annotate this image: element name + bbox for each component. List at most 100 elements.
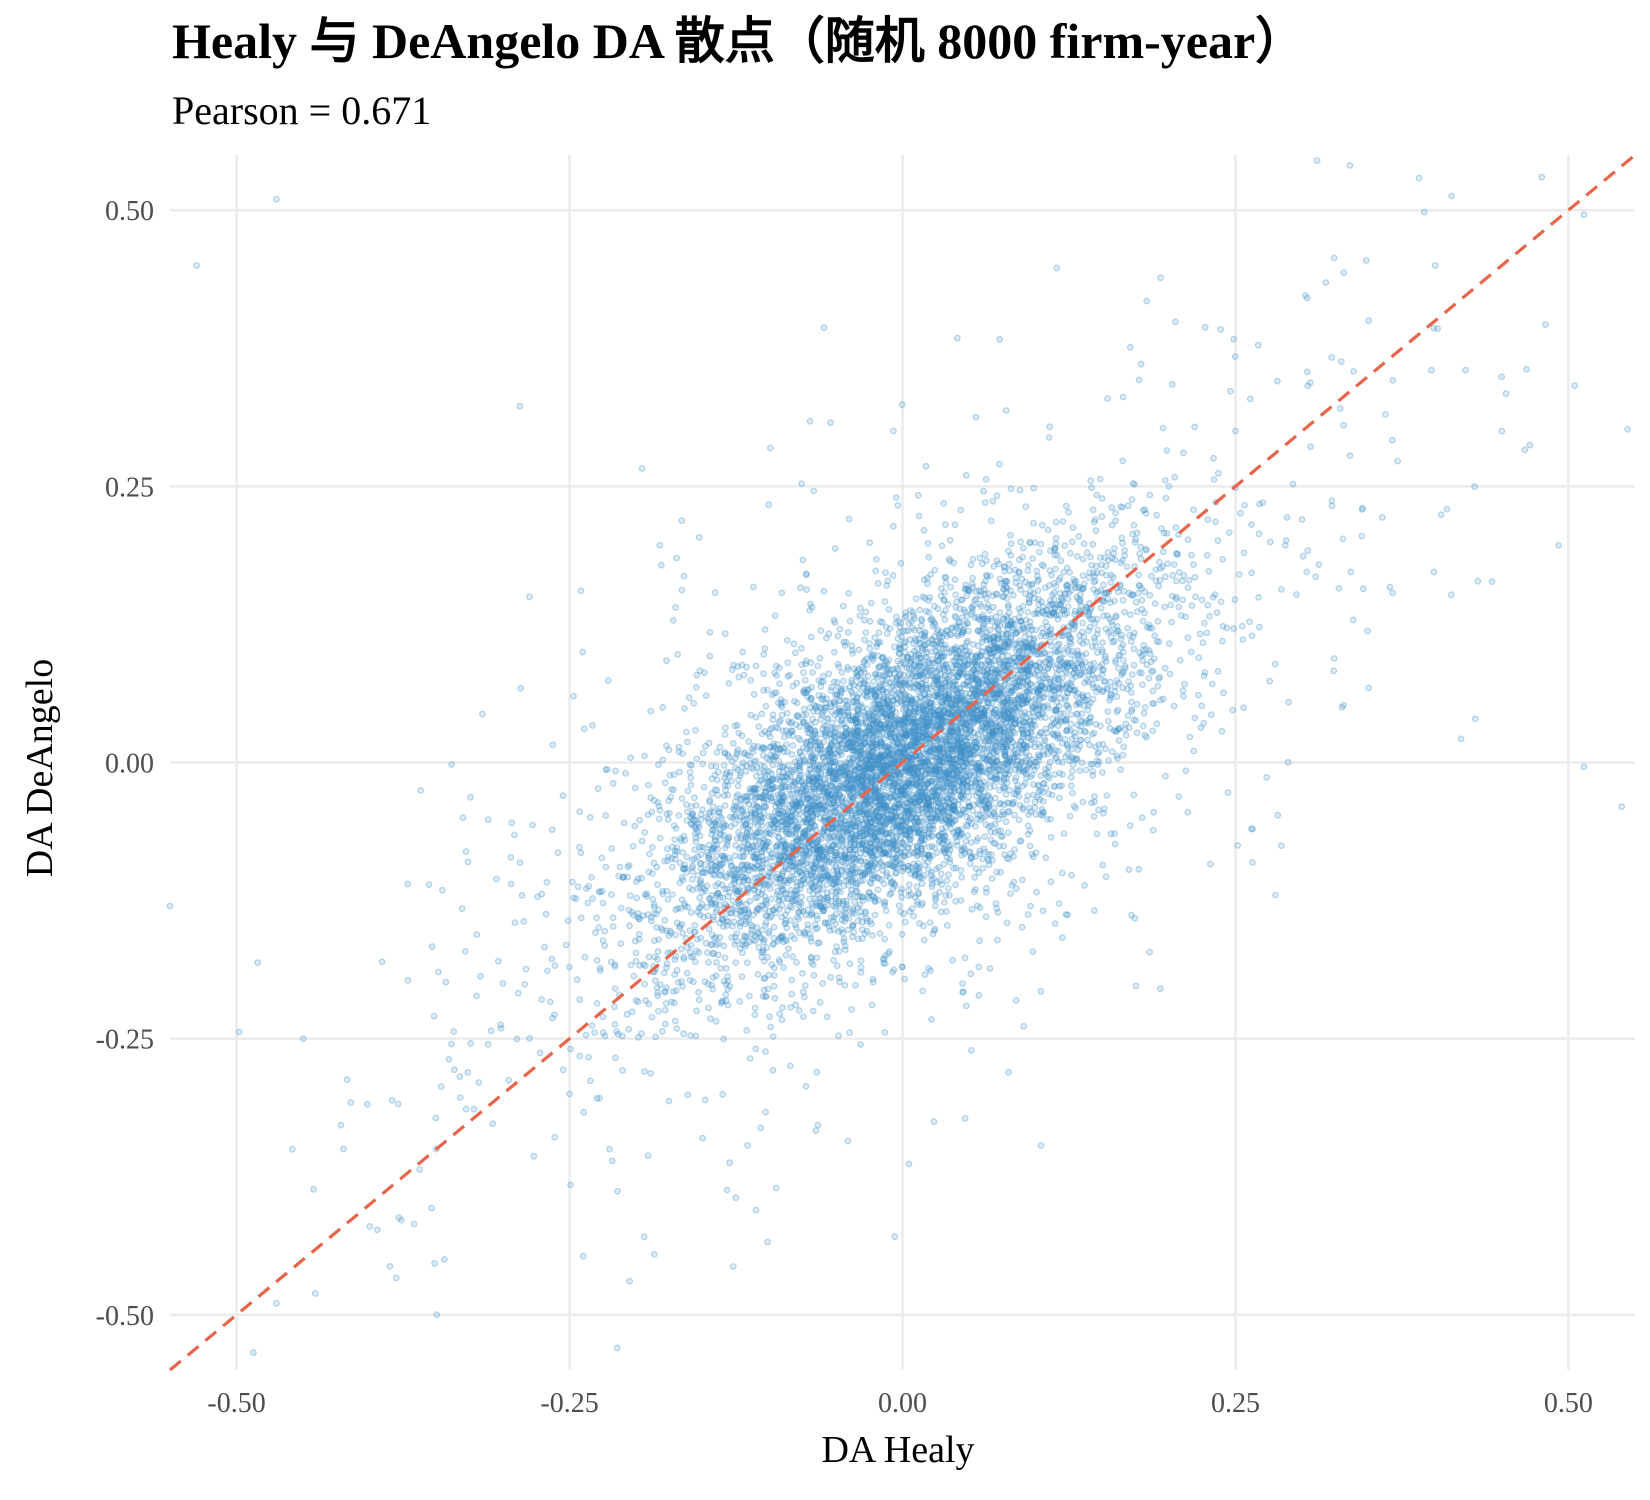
scatter-point [644,1152,652,1159]
scatter-point [972,792,980,800]
scatter-point [599,1013,607,1021]
scatter-point [1047,642,1055,650]
scatter-point [851,736,859,744]
scatter-point [684,787,692,795]
scatter-point [879,767,887,774]
scatter-point [820,587,828,595]
scatter-point [1138,596,1146,604]
scatter-point [732,959,740,966]
scatter-point [805,724,812,731]
scatter-point [656,981,664,989]
scatter-point [885,921,893,929]
scatter-point [997,799,1004,807]
scatter-point [1194,691,1202,699]
scatter-point [1538,173,1546,181]
scatter-point [1254,341,1262,349]
scatter-point [746,992,753,1000]
scatter-point [1079,585,1087,593]
scatter-point [1056,574,1064,582]
scatter-point [874,580,882,587]
scatter-point [711,826,719,834]
scatter-point [1498,427,1506,435]
scatter-point [673,554,680,562]
scatter-point [808,778,816,785]
scatter-point [678,896,686,904]
scatter-point [1219,689,1227,697]
scatter-point [721,731,729,738]
scatter-point [508,819,516,827]
scatter-point [1448,192,1455,200]
scatter-point [758,864,765,872]
scatter-point [766,1013,773,1021]
scatter-point [842,730,850,737]
scatter-point [969,787,976,795]
scatter-point [932,797,940,805]
scatter-point [925,608,933,616]
scatter-point [857,963,865,971]
scatter-point [812,718,819,726]
scatter-point [1081,658,1089,666]
scatter-point [612,1054,619,1062]
scatter-point [873,556,880,563]
scatter-point [1173,577,1180,585]
scatter-point [770,923,778,931]
scatter-point [665,746,673,754]
scatter-point [847,777,854,784]
scatter-point [713,749,721,756]
scatter-point [1037,1142,1045,1149]
scatter-point [432,1114,440,1122]
scatter-point [756,768,764,776]
scatter-point [489,1120,497,1128]
scatter-point [1113,752,1121,760]
scatter-point [1092,527,1100,535]
scatter-point [925,799,932,807]
scatter-point [971,873,978,881]
scatter-point [620,819,628,827]
scatter-point [1338,703,1346,711]
scatter-point [841,981,849,989]
scatter-point [986,649,993,657]
scatter-point [931,742,939,749]
scatter-point [853,792,861,799]
scatter-point [695,996,703,1004]
scatter-point [1059,771,1066,778]
scatter-point [990,711,998,719]
scatter-point [766,733,774,740]
scatter-point [694,853,702,861]
scatter-point [679,929,687,937]
scatter-point [1104,708,1112,715]
scatter-point [554,849,562,856]
scatter-point [1349,616,1357,624]
scatter-point [906,769,913,777]
scatter-point [907,864,915,871]
scatter-point [1462,366,1469,374]
scatter-point [982,913,990,920]
scatter-point [710,803,717,810]
scatter-point [1005,737,1013,744]
scatter-point [459,814,467,822]
scatter-point [1112,728,1120,735]
scatter-point [913,883,921,890]
scatter-point [895,902,903,909]
scatter-point [1172,318,1179,326]
scatter-point [567,1045,574,1053]
scatter-point [644,911,652,918]
scatter-point [1072,673,1079,680]
scatter-point [1213,609,1221,616]
scatter-point [973,691,981,699]
scatter-point [1112,517,1119,525]
scatter-point [632,949,640,957]
scatter-point [945,695,952,703]
scatter-point [699,749,707,757]
scatter-point [769,776,777,784]
scatter-point [1093,649,1101,656]
scatter-point [840,772,848,780]
scatter-point [1044,526,1052,534]
scatter-point [659,703,667,711]
scatter-point [1105,757,1112,764]
scatter-point [1024,608,1032,616]
scatter-point [1191,573,1199,581]
scatter-point [654,948,662,955]
scatter-point [1161,772,1169,780]
scatter-point [739,648,747,656]
